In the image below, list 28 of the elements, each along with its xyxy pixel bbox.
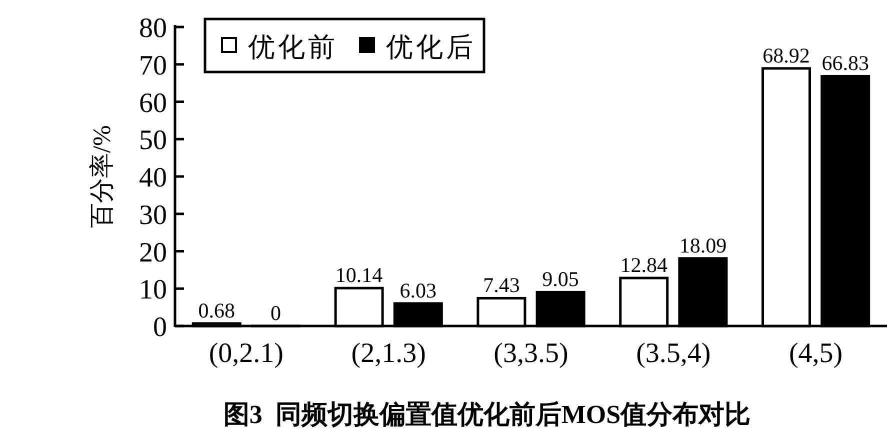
x-tick-label: (2,1.3) [351, 338, 426, 369]
x-tick-label: (0,2.1) [208, 338, 284, 369]
y-tick-label: 0 [153, 312, 167, 343]
data-label: 66.83 [822, 51, 869, 76]
data-label: 12.84 [620, 253, 668, 277]
title: 图3 同频切换偏置值优化前后MOS值分布对比 [223, 400, 751, 429]
x-tick-label: (4,5) [788, 338, 843, 369]
y-tick-label: 50 [139, 125, 167, 156]
data-label: 10.14 [335, 263, 383, 288]
data-label: 9.05 [542, 267, 579, 292]
y-tick-label: 30 [139, 200, 167, 231]
data-label: 6.03 [400, 278, 437, 302]
y-tick-label: 40 [139, 162, 167, 194]
y-tick-label: 70 [139, 50, 167, 82]
data-label: 0 [270, 301, 281, 325]
x-tick-label: (3.5,4) [636, 338, 711, 369]
data-label: 18.09 [679, 233, 727, 258]
y-axis-title: 百分率/% [89, 125, 116, 228]
y-tick-label: 80 [139, 13, 167, 44]
data-label: 68.92 [762, 43, 810, 68]
y-tick-label: 10 [139, 274, 167, 306]
data-label: 0.68 [198, 298, 236, 322]
legend-label: 优化后 [386, 32, 476, 62]
data-label: 7.43 [483, 273, 520, 298]
x-tick-label: (3,3.5) [494, 338, 568, 369]
y-tick-label: 60 [139, 88, 167, 119]
legend-label: 优化前 [248, 32, 338, 62]
y-tick-label: 20 [139, 237, 167, 268]
